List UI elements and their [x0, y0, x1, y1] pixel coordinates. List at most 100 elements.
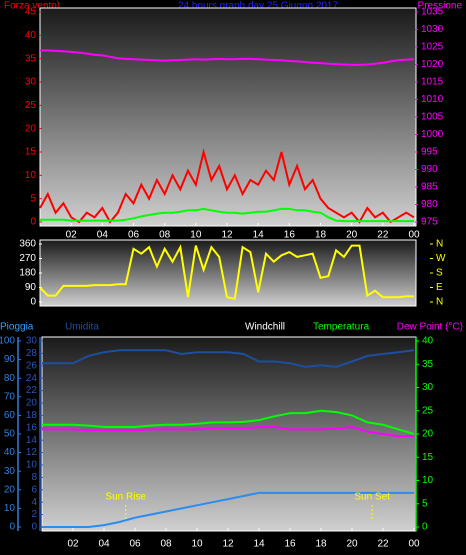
y-tick-label: 40 [4, 447, 16, 458]
y-tick-label: 30 [4, 466, 16, 477]
y-tick-label: 50 [4, 429, 16, 440]
y-tick-label: 80 [4, 373, 16, 384]
annotation: Sun Set [354, 492, 390, 503]
y-tick-label: 6 [31, 484, 37, 495]
x-tick-label: 14 [253, 230, 265, 241]
y-tick-label: N [436, 239, 443, 250]
annotation: Sun Rise [105, 492, 146, 503]
y-tick-label: 28 [26, 348, 38, 359]
y-tick-label: 24 [26, 373, 38, 384]
x-tick-label: 20 [346, 539, 358, 550]
y-tick-label: 0 [31, 522, 37, 533]
y-tick-label: 1005 [421, 112, 444, 123]
y-tick-label: 25 [422, 405, 434, 416]
y-tick-label: 20 [25, 123, 37, 134]
plot-background [39, 7, 417, 227]
y-tick-label: 1015 [421, 77, 444, 88]
x-tick-label: 22 [377, 539, 389, 550]
y-tick-label: 15 [25, 147, 37, 158]
y-tick-label: 360 [19, 239, 36, 250]
y-tick-label: 20 [4, 484, 16, 495]
y-tick-label: 10 [422, 475, 434, 486]
y-tick-label: 18 [26, 410, 38, 421]
y-tick-label: 1025 [421, 42, 444, 53]
y-tick-label: 30 [25, 77, 37, 88]
legend-entry: Dew Point (°C) [397, 322, 463, 333]
y-tick-label: 30 [422, 382, 434, 393]
y-tick-label: 5 [30, 193, 36, 204]
x-tick-label: 04 [97, 230, 109, 241]
y-tick-label: 35 [25, 53, 37, 64]
y-tick-label: 10 [4, 503, 16, 514]
y-tick-label: 995 [421, 147, 438, 158]
x-tick-label: 12 [221, 230, 233, 241]
y-tick-label: 980 [421, 199, 438, 210]
x-tick-label: 10 [190, 230, 202, 241]
y-tick-label: 22 [26, 385, 38, 396]
y-tick-label: 0 [30, 297, 36, 308]
series-line [40, 49, 415, 66]
x-tick-label: 16 [284, 230, 296, 241]
x-tick-label: 02 [67, 539, 79, 550]
x-tick-label: 08 [160, 539, 172, 550]
x-tick-label: 08 [159, 230, 171, 241]
x-tick-label: 18 [315, 230, 327, 241]
x-tick-label: 06 [128, 230, 140, 241]
series-line [39, 244, 414, 300]
y-tick-label: 975 [421, 217, 438, 228]
x-tick-label: 04 [98, 539, 110, 550]
y-tick-label: 90 [4, 354, 16, 365]
y-tick-label: 45 [25, 7, 37, 18]
y-tick-label: 40 [25, 30, 37, 41]
y-tick-label: 20 [26, 398, 38, 409]
x-tick-label: 18 [315, 539, 327, 550]
y-tick-label: 1010 [421, 94, 444, 105]
y-tick-label: 985 [421, 182, 438, 193]
x-tick-label: 00 [408, 539, 420, 550]
y-tick-label: 15 [422, 452, 434, 463]
y-tick-label: 8 [31, 472, 37, 483]
y-tick-label: 1000 [421, 129, 444, 140]
y-tick-label: 0 [422, 522, 428, 533]
series-line [42, 409, 415, 435]
y-tick-label: 25 [25, 100, 37, 111]
y-tick-label: 1020 [421, 59, 444, 70]
legend-entry: Windchill [245, 322, 285, 333]
x-tick-label: 10 [191, 539, 203, 550]
y-tick-label: 14 [26, 435, 38, 446]
x-tick-label: 16 [284, 539, 296, 550]
y-tick-label: W [436, 253, 446, 264]
y-tick-label: 90 [25, 282, 37, 293]
plot-background [39, 239, 417, 307]
x-tick-label: 22 [377, 230, 389, 241]
y-tick-label: 60 [4, 410, 16, 421]
x-tick-label: 02 [66, 230, 78, 241]
legend-entry: Pioggia [0, 322, 34, 333]
series-line [42, 349, 415, 369]
y-tick-label: 270 [19, 253, 36, 264]
x-tick-label: 12 [222, 539, 234, 550]
y-tick-label: 4 [31, 497, 37, 508]
y-tick-label: 0 [9, 522, 15, 533]
series-line [42, 491, 414, 528]
y-tick-label: 16 [26, 422, 38, 433]
y-tick-label: 40 [422, 336, 434, 347]
x-tick-label: 14 [253, 539, 265, 550]
y-tick-label: 26 [26, 360, 38, 371]
x-tick-label: 00 [408, 230, 420, 241]
y-tick-label: 180 [19, 268, 36, 279]
y-axis-title: Forza vento) [4, 1, 60, 12]
series-line [40, 207, 414, 223]
legend-entry: Umidita [65, 322, 99, 333]
y-tick-label: 1030 [421, 24, 444, 35]
x-tick-label: 20 [346, 230, 358, 241]
y-tick-label: S [436, 268, 443, 279]
y-tick-label: 5 [422, 498, 428, 509]
y-tick-label: 1035 [421, 7, 444, 18]
y-tick-label: 0 [30, 217, 36, 228]
y-tick-label: 70 [4, 391, 16, 402]
y-tick-label: 100 [0, 336, 15, 347]
series-line [42, 425, 414, 438]
chart-title: 24 hours graph day 25 Giugno 2017 [178, 1, 339, 12]
